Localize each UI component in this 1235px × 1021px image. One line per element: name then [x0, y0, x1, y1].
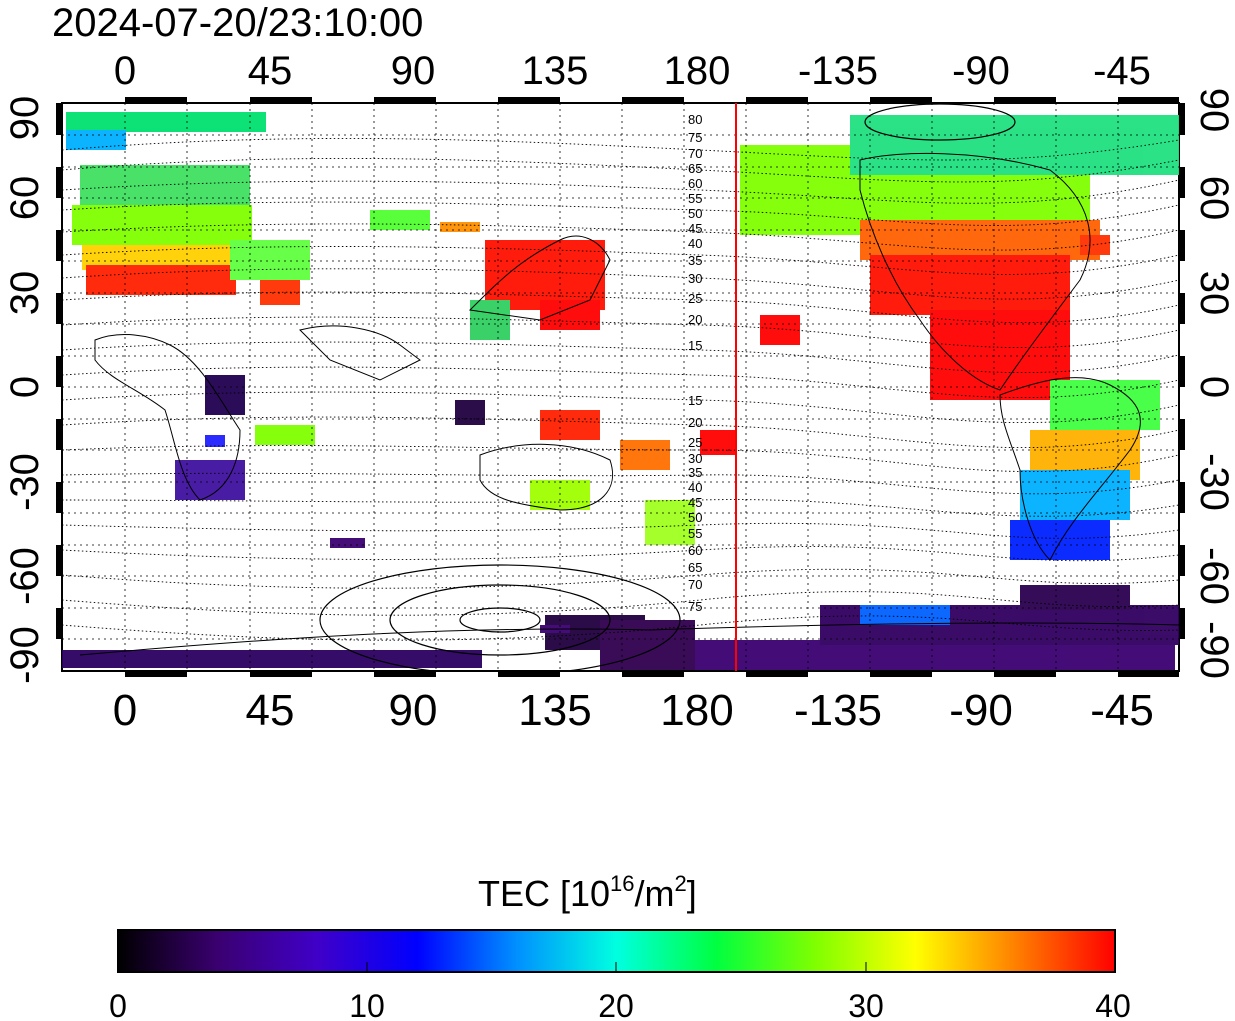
lat-tick-label: -30: [3, 453, 47, 511]
contour-label: 40: [688, 480, 702, 495]
colorbar-tick-label: 30: [848, 988, 884, 1021]
contour-labels-south: 15 20 25 30 35 40 45 50 55 60 65 70 75: [688, 393, 702, 614]
right-latitude-axis: 90 60 30 0 -30 -60 -90: [1192, 88, 1235, 679]
lat-tick-label: -90: [3, 626, 47, 684]
colorbar-label-end: ]: [687, 873, 697, 914]
magnetic-contours: [62, 138, 1179, 641]
contour-labels-north: 80 75 70 65 60 55 50 45 40 35 30 25 20 1…: [688, 112, 702, 353]
contour-label: 50: [688, 206, 702, 221]
contour-label: 60: [688, 543, 702, 558]
contour-label: 70: [688, 146, 702, 161]
graticule: [62, 103, 1179, 671]
colorbar-label-exp1: 16: [610, 871, 634, 896]
contour-label: 50: [688, 510, 702, 525]
colorbar-tick-labels: 0 10 20 30 40: [109, 988, 1131, 1021]
colorbar-title: TEC [1016/m2]: [478, 871, 697, 914]
lat-tick-label: 30: [3, 271, 47, 316]
lon-tick-label: -135: [794, 686, 882, 735]
colorbar-tick-label: 20: [598, 988, 634, 1021]
lon-tick-label: 45: [246, 686, 295, 735]
lon-tick-label: -135: [798, 49, 878, 93]
contour-label: 55: [688, 191, 702, 206]
lon-tick-label: 0: [113, 686, 137, 735]
contour-label: 65: [688, 560, 702, 575]
contour-label: 20: [688, 312, 702, 327]
lat-tick-label: -30: [1192, 453, 1235, 511]
timestamp-title: 2024-07-20/23:10:00: [52, 1, 423, 45]
lon-tick-label: 90: [389, 686, 438, 735]
lon-tick-label: -45: [1090, 686, 1154, 735]
contour-label: 70: [688, 577, 702, 592]
contour-label: 30: [688, 451, 702, 466]
colorbar-tick-label: 10: [349, 988, 385, 1021]
lon-tick-label: 180: [664, 49, 731, 93]
left-latitude-axis: 90 60 30 0 -30 -60 -90: [3, 96, 47, 684]
contour-label: 15: [688, 393, 702, 408]
south-magnetic-pole-contours: [319, 103, 1016, 671]
lon-tick-label: 135: [522, 49, 589, 93]
contour-label: 60: [688, 176, 702, 191]
lon-tick-label: 0: [114, 49, 136, 93]
contour-label: 80: [688, 112, 702, 127]
lat-tick-label: 60: [3, 176, 47, 221]
contour-label: 40: [688, 236, 702, 251]
lat-tick-label: 30: [1192, 271, 1235, 316]
lon-tick-label: 45: [248, 49, 293, 93]
contour-label: 25: [688, 291, 702, 306]
colorbar-tick-label: 0: [109, 988, 127, 1021]
contour-label: 20: [688, 415, 702, 430]
contour-label: 45: [688, 221, 702, 236]
bottom-longitude-axis: 0 45 90 135 180 -135 -90 -45: [113, 686, 1154, 735]
lat-tick-label: -90: [1192, 621, 1235, 679]
colorbar-label-main: TEC [10: [478, 873, 610, 914]
contour-label: 35: [688, 253, 702, 268]
contour-label: 30: [688, 271, 702, 286]
lon-tick-label: -90: [952, 49, 1010, 93]
colorbar-ticks: [366, 962, 867, 972]
top-longitude-axis: 0 45 90 135 180 -135 -90 -45: [114, 49, 1151, 93]
lat-tick-label: -60: [1192, 547, 1235, 605]
contour-label: 25: [688, 435, 702, 450]
colorbar-label-exp2: 2: [675, 871, 687, 896]
contour-label: 65: [688, 161, 702, 176]
lon-tick-label: 90: [391, 49, 436, 93]
lon-tick-label: 180: [660, 686, 733, 735]
lat-tick-label: 90: [3, 96, 47, 141]
lat-tick-label: 0: [3, 376, 47, 398]
lon-tick-label: -90: [949, 686, 1013, 735]
contour-label: 45: [688, 495, 702, 510]
contour-label: 75: [688, 130, 702, 145]
coastlines: [79, 152, 1179, 656]
lat-tick-label: 60: [1192, 176, 1235, 221]
lat-tick-label: 0: [1192, 376, 1235, 398]
tec-data-patches: [62, 112, 1179, 670]
frame-ticks: [56, 97, 1185, 677]
colorbar-label: TEC [1016/m2]: [478, 871, 697, 914]
contour-label: 55: [688, 526, 702, 541]
colorbar-tick-label: 40: [1095, 988, 1131, 1021]
contour-label: 75: [688, 599, 702, 614]
contour-label: 35: [688, 465, 702, 480]
lon-tick-label: 135: [518, 686, 591, 735]
lon-tick-label: -45: [1093, 49, 1151, 93]
colorbar-label-mid: /m: [635, 873, 675, 914]
map-area: 80 75 70 65 60 55 50 45 40 35 30 25 20 1…: [56, 97, 1185, 677]
lat-tick-label: 90: [1192, 88, 1235, 133]
lat-tick-label: -60: [3, 547, 47, 605]
contour-label: 15: [688, 338, 702, 353]
